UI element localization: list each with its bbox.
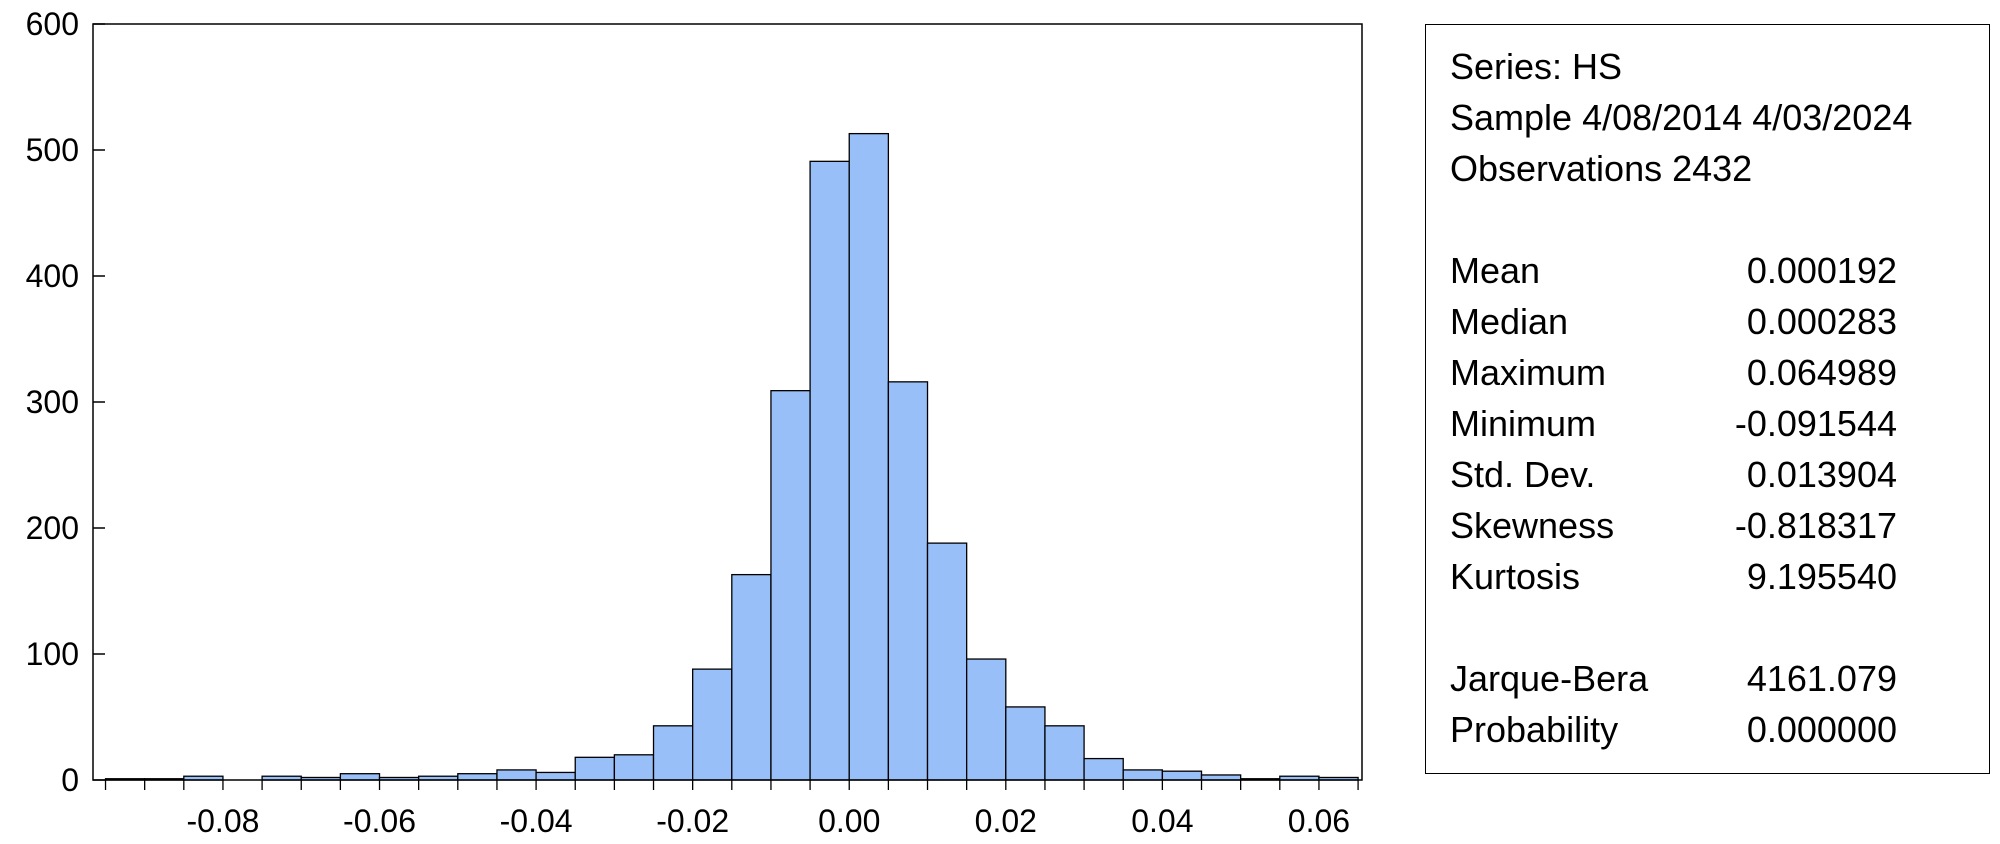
x-tick-label: -0.04 xyxy=(500,803,573,839)
histogram-bar xyxy=(809,160,850,781)
descriptive-statistics-panel: Series: HS Sample 4/08/2014 4/03/2024 Ob… xyxy=(1425,24,1990,774)
stat-value-std-dev: 0.013904 xyxy=(1746,454,1897,495)
histogram-bar xyxy=(652,725,694,781)
histogram-chart: 0 100 200 300 400 500 600 -0.08 -0.06 -0.04 -0.02… xyxy=(26,6,1363,839)
histogram-bar xyxy=(966,658,1007,781)
x-axis: -0.08 -0.06 -0.04 -0.02 0.00 0.02 0.04 0.06 xyxy=(104,780,1359,839)
stat-value-mean: 0.000192 xyxy=(1746,250,1897,291)
y-tick-label: 100 xyxy=(26,636,79,672)
histogram-bar xyxy=(692,668,733,781)
stat-value-maximum: 0.064989 xyxy=(1746,352,1897,393)
stat-value-minimum: -0.091544 xyxy=(1734,403,1897,444)
histogram-bar xyxy=(926,542,968,781)
histogram-bar xyxy=(339,773,381,781)
x-tick-label: 0.06 xyxy=(1288,803,1350,839)
stat-value-probability: 0.000000 xyxy=(1746,709,1897,750)
observations-count: Observations 2432 xyxy=(1450,148,1753,189)
plot-frame xyxy=(92,23,1363,781)
stat-label-skewness: Skewness xyxy=(1450,505,1615,546)
y-axis: 0 100 200 300 400 500 600 xyxy=(26,6,105,798)
stat-label-minimum: Minimum xyxy=(1450,403,1597,444)
histogram-bar xyxy=(1044,725,1085,781)
histogram-bar xyxy=(731,573,772,781)
stat-label-mean: Mean xyxy=(1450,250,1541,291)
y-tick-label: 400 xyxy=(26,258,79,294)
histogram-bar xyxy=(457,773,498,781)
y-tick-label: 200 xyxy=(26,510,79,546)
x-tick-label: -0.08 xyxy=(186,803,259,839)
y-tick-label: 500 xyxy=(26,132,79,168)
histogram-bar xyxy=(1083,757,1124,781)
histogram-bars xyxy=(104,132,1359,781)
y-tick-label: 300 xyxy=(26,384,79,420)
stat-value-median: 0.000283 xyxy=(1746,301,1897,342)
x-tick-label: 0.00 xyxy=(818,803,880,839)
stat-label-std-dev: Std. Dev. xyxy=(1450,454,1596,495)
y-tick-label: 600 xyxy=(26,6,79,42)
stat-label-probability: Probability xyxy=(1450,709,1619,750)
x-tick-label: 0.02 xyxy=(975,803,1037,839)
histogram-bar xyxy=(1161,770,1203,781)
histogram-bar xyxy=(770,390,811,781)
histogram-bar xyxy=(574,756,616,781)
stat-value-kurtosis: 9.195540 xyxy=(1746,556,1897,597)
stat-value-jarque-bera: 4161.079 xyxy=(1746,658,1897,699)
stat-label-kurtosis: Kurtosis xyxy=(1450,556,1581,597)
x-tick-label: 0.04 xyxy=(1131,803,1193,839)
x-tick-label: -0.02 xyxy=(656,803,729,839)
histogram-bar xyxy=(613,754,655,781)
stat-label-maximum: Maximum xyxy=(1450,352,1607,393)
histogram-bar xyxy=(848,132,890,781)
stat-value-skewness: -0.818317 xyxy=(1734,505,1897,546)
stat-label-jarque-bera: Jarque-Bera xyxy=(1450,658,1649,699)
sample-range: Sample 4/08/2014 4/03/2024 xyxy=(1450,97,1913,138)
histogram-bar xyxy=(1200,774,1242,781)
histogram-bar xyxy=(535,771,576,781)
x-tick-label: -0.06 xyxy=(343,803,416,839)
histogram-bar xyxy=(496,769,537,781)
series-name: Series: HS xyxy=(1450,46,1623,87)
histogram-bar xyxy=(1122,769,1164,781)
histogram-bar xyxy=(1005,706,1046,781)
histogram-bar xyxy=(887,381,929,781)
y-tick-label: 0 xyxy=(61,762,79,798)
stat-label-median: Median xyxy=(1450,301,1569,342)
